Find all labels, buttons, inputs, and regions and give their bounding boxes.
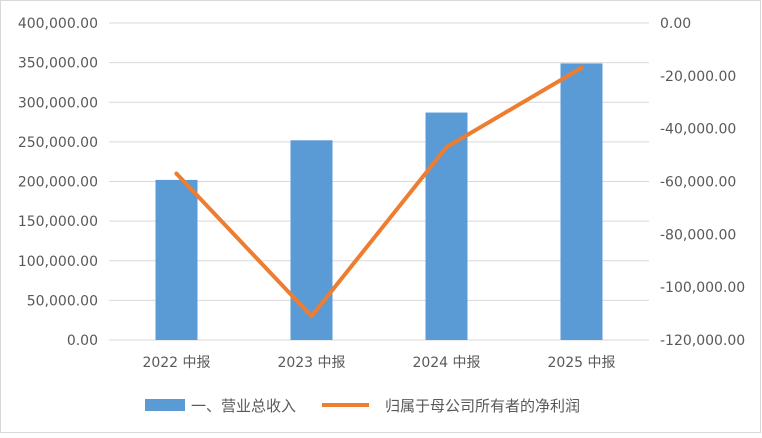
gridlines	[109, 22, 649, 341]
left-tick-label: 300,000.00	[18, 95, 98, 111]
line-point	[174, 171, 179, 176]
line-point	[309, 314, 314, 319]
bar	[155, 179, 198, 340]
left-tick-label: 400,000.00	[18, 16, 98, 32]
x-tick-label: 2024 中报	[412, 355, 480, 371]
left-tick-label: 0.00	[67, 333, 98, 349]
x-tick-label: 2022 中报	[142, 355, 210, 371]
right-tick-label: -40,000.00	[660, 122, 736, 138]
line-series	[174, 65, 584, 319]
watermark-text: 网易号 | 诗与星空	[633, 406, 729, 420]
legend: 一、营业总收入 归属于母公司所有者的净利润	[145, 397, 580, 415]
left-tick-label: 50,000.00	[27, 293, 98, 309]
right-tick-label: -120,000.00	[660, 333, 745, 349]
legend-bar-label: 一、营业总收入	[191, 397, 296, 415]
x-tick-label: 2023 中报	[277, 355, 345, 371]
right-axis-ticks: -120,000.00 -100,000.00 -80,000.00 -60,000.…	[660, 16, 745, 349]
bar-series	[155, 63, 603, 341]
right-tick-label: -80,000.00	[660, 227, 736, 243]
legend-line-label: 归属于母公司所有者的净利润	[385, 397, 580, 415]
right-tick-label: -20,000.00	[660, 69, 736, 85]
line-point	[579, 65, 584, 70]
left-tick-label: 100,000.00	[18, 254, 98, 270]
bar	[290, 140, 333, 340]
line-point	[444, 145, 449, 150]
left-tick-label: 150,000.00	[18, 214, 98, 230]
left-tick-label: 350,000.00	[18, 56, 98, 72]
right-tick-label: -60,000.00	[660, 175, 736, 191]
bar	[425, 112, 468, 341]
left-tick-label: 200,000.00	[18, 175, 98, 191]
line-path	[174, 65, 584, 319]
legend-bar-swatch	[145, 399, 185, 411]
left-tick-label: 250,000.00	[18, 135, 98, 151]
right-tick-label: -100,000.00	[660, 280, 745, 296]
x-axis-ticks: 2022 中报 2023 中报 2024 中报 2025 中报	[142, 355, 615, 371]
x-tick-label: 2025 中报	[547, 355, 615, 371]
right-tick-label: 0.00	[660, 16, 691, 32]
bar	[560, 63, 603, 340]
left-axis-ticks: 0.00 50,000.00 100,000.00 150,000.00 200,000…	[18, 16, 98, 349]
